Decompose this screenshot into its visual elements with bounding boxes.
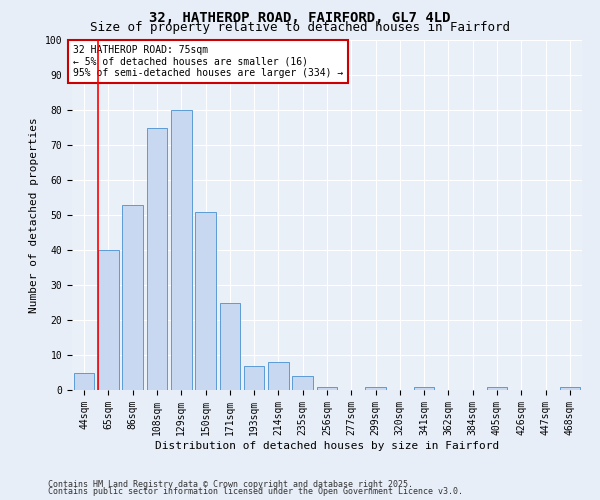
Bar — [74, 372, 94, 390]
Bar — [487, 386, 508, 390]
Bar — [244, 366, 265, 390]
Bar — [195, 212, 216, 390]
Bar — [317, 386, 337, 390]
Bar — [220, 302, 240, 390]
Bar — [414, 386, 434, 390]
Text: Size of property relative to detached houses in Fairford: Size of property relative to detached ho… — [90, 22, 510, 35]
Bar — [292, 376, 313, 390]
Text: Contains public sector information licensed under the Open Government Licence v3: Contains public sector information licen… — [48, 487, 463, 496]
Bar — [98, 250, 119, 390]
Bar — [122, 204, 143, 390]
X-axis label: Distribution of detached houses by size in Fairford: Distribution of detached houses by size … — [155, 440, 499, 450]
Bar — [171, 110, 191, 390]
Bar — [560, 386, 580, 390]
Y-axis label: Number of detached properties: Number of detached properties — [29, 117, 39, 313]
Bar — [146, 128, 167, 390]
Text: 32 HATHEROP ROAD: 75sqm
← 5% of detached houses are smaller (16)
95% of semi-det: 32 HATHEROP ROAD: 75sqm ← 5% of detached… — [73, 46, 343, 78]
Bar — [365, 386, 386, 390]
Text: 32, HATHEROP ROAD, FAIRFORD, GL7 4LD: 32, HATHEROP ROAD, FAIRFORD, GL7 4LD — [149, 11, 451, 25]
Text: Contains HM Land Registry data © Crown copyright and database right 2025.: Contains HM Land Registry data © Crown c… — [48, 480, 413, 489]
Bar — [268, 362, 289, 390]
